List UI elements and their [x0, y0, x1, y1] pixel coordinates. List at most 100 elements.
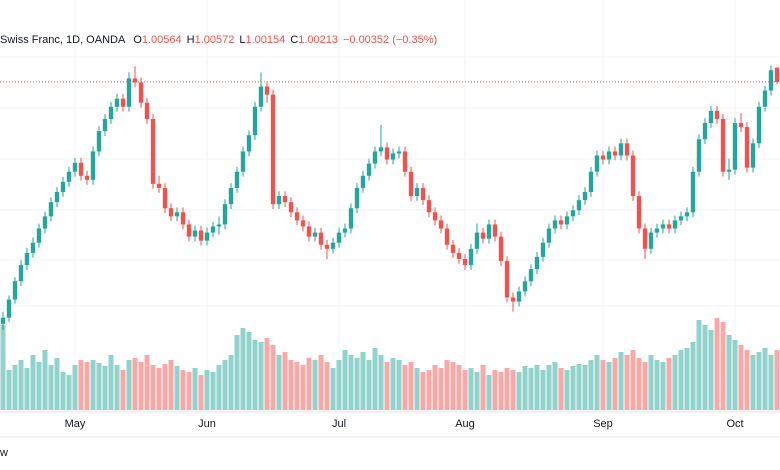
volume-bar [462, 370, 468, 410]
volume-bar [246, 332, 252, 410]
volume-bar [522, 366, 528, 410]
volume-bar [240, 328, 246, 410]
volume-bar [594, 355, 600, 410]
candle-body [270, 94, 276, 205]
candle-body [588, 171, 594, 192]
volume-bar [306, 358, 312, 410]
candle-body [540, 242, 546, 257]
candle-body [474, 232, 480, 249]
candle-body [288, 202, 294, 213]
candle-body [126, 78, 132, 107]
candle-body [120, 98, 126, 107]
footer-text: w [0, 447, 8, 459]
volume-bar [666, 358, 672, 410]
volume-bar [588, 360, 594, 410]
volume-bar [534, 365, 540, 410]
volume-bar [18, 360, 24, 410]
candle-body [156, 183, 162, 188]
volume-bar [570, 366, 576, 410]
volume-bar [228, 355, 234, 410]
candle-body [666, 224, 672, 229]
candle-body [150, 118, 156, 184]
candle-body [390, 153, 396, 160]
candle-body [276, 196, 282, 205]
candle-body [762, 90, 768, 107]
candle-body [774, 67, 780, 82]
volume-bar [162, 364, 168, 410]
volume-bar [768, 355, 774, 410]
candle-body [402, 151, 408, 172]
volume-bar [576, 364, 582, 410]
candle-body [708, 110, 714, 124]
volume-bar [84, 362, 90, 410]
volume-bar [54, 358, 60, 410]
candle-body [468, 248, 474, 266]
candle-body [324, 244, 330, 249]
volume-bar [258, 342, 264, 410]
volume-bar [234, 335, 240, 410]
volume-bar [492, 370, 498, 410]
candle-body [216, 224, 222, 227]
volume-bar [198, 375, 204, 410]
candle-body [486, 224, 492, 239]
candle-body [48, 202, 54, 217]
candle-body [138, 82, 144, 103]
candle-body [228, 187, 234, 205]
volume-bar [774, 350, 780, 410]
volume-bar [0, 325, 6, 410]
volume-bar [138, 362, 144, 410]
volume-bar [516, 372, 522, 410]
candle-body [18, 265, 24, 282]
volume-bar [174, 366, 180, 410]
volume-bar [384, 362, 390, 410]
volume-bar [282, 352, 288, 410]
candle-body [378, 147, 384, 152]
candle-body [396, 151, 402, 154]
volume-bar [132, 358, 138, 410]
volume-bar [546, 365, 552, 410]
volume-bar [300, 365, 306, 410]
volume-bar [192, 368, 198, 410]
candle-body [336, 232, 342, 243]
volume-bar [318, 355, 324, 410]
candle-body [312, 232, 318, 237]
candle-body [342, 228, 348, 233]
candle-body [456, 252, 462, 259]
candle-body [630, 155, 636, 197]
volume-bar [36, 362, 42, 410]
candle-body [36, 228, 42, 243]
candle-body [756, 106, 762, 144]
candle-body [90, 151, 96, 180]
volume-bar [102, 366, 108, 410]
candle-body [606, 151, 612, 160]
candle-body [624, 143, 630, 156]
candle-body [750, 143, 756, 168]
volume-bar [330, 368, 336, 410]
volume-pane [0, 318, 780, 410]
candle-body [546, 228, 552, 243]
candle-body [210, 226, 216, 233]
volume-bar [732, 340, 738, 410]
volume-bar [396, 360, 402, 410]
candle-body [60, 181, 66, 192]
volume-bar [222, 360, 228, 410]
candle-body [690, 171, 696, 213]
x-tick-label: Oct [726, 418, 743, 430]
volume-bar [660, 362, 666, 410]
candle-body [132, 78, 138, 83]
volume-bar [678, 350, 684, 410]
candle-body [564, 216, 570, 225]
volume-bar [648, 355, 654, 410]
candle-body [174, 212, 180, 217]
candle-body [84, 175, 90, 180]
x-tick-label: Aug [455, 418, 475, 430]
volume-bar [216, 365, 222, 410]
volume-bar [510, 370, 516, 410]
volume-bar [378, 355, 384, 410]
candle-body [648, 232, 654, 249]
volume-bar [750, 355, 756, 410]
candle-body [618, 143, 624, 156]
volume-bar [402, 365, 408, 410]
